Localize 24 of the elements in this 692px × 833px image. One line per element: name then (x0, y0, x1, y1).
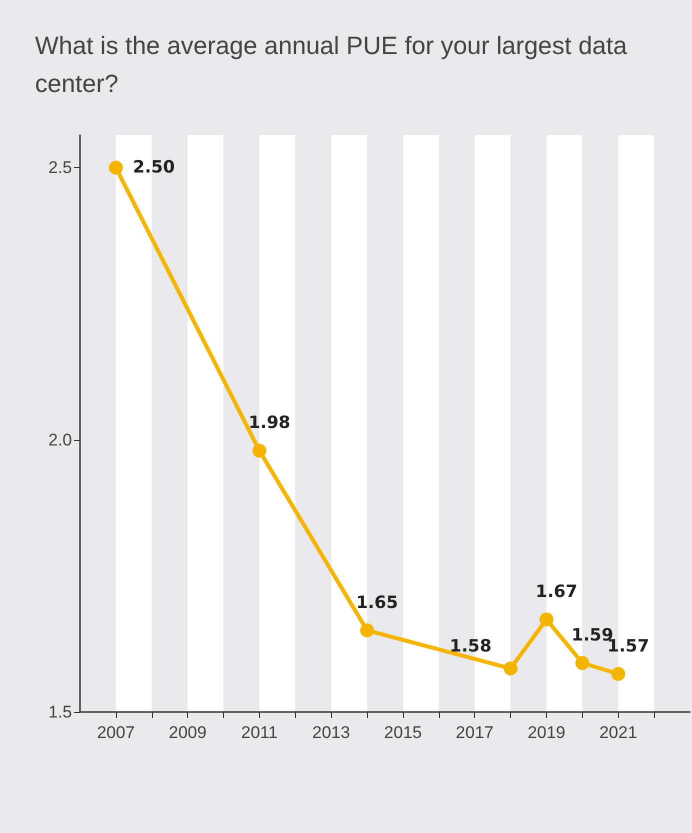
data-label: 2.50 (132, 158, 175, 178)
point (108, 160, 123, 175)
y-tick-label: 1.5 (48, 702, 72, 722)
x-tick-label: 2017 (456, 723, 494, 742)
x-tick-label: 2013 (312, 723, 350, 742)
data-label: 1.98 (248, 413, 290, 434)
x-tick-label: 2007 (96, 723, 135, 742)
x-tick-label: 2009 (168, 723, 207, 742)
point (360, 623, 374, 638)
y-tick-label: 2.5 (48, 158, 72, 178)
y-tick-label: 2.0 (48, 430, 72, 450)
chart-title: What is the average annual PUE for your largest data center? (35, 32, 634, 98)
point (252, 444, 266, 458)
data-label: 1.65 (356, 592, 398, 613)
x-tick-label: 2021 (599, 723, 638, 742)
point (539, 612, 554, 626)
data-label: 1.67 (535, 582, 578, 602)
x-tick-label: 2019 (528, 723, 566, 742)
point (575, 656, 590, 670)
x-tick-label: 2015 (384, 723, 422, 742)
point (611, 666, 626, 681)
x-tick-label: 2011 (241, 723, 278, 742)
point (504, 661, 518, 676)
data-label: 1.58 (450, 636, 492, 656)
